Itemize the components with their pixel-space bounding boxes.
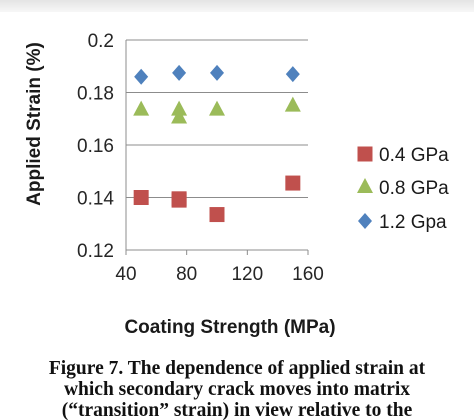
data-point-diamond xyxy=(172,64,187,81)
scatter-chart: 0.12 0.14 0.16 0.18 0.2 40 80 120 160 0.4 GPa 0.8… xyxy=(24,31,449,338)
data-point-square xyxy=(209,207,225,223)
legend-label: 1.2 Gpa xyxy=(379,212,447,233)
y-tick-label: 0.14 xyxy=(77,189,114,210)
chart-legend: 0.4 GPa 0.8 GPa 1.2 Gpa xyxy=(357,145,449,233)
x-tick-label: 160 xyxy=(292,264,324,285)
chart-axes xyxy=(125,40,309,255)
data-point-triangle xyxy=(133,100,150,116)
y-tick-label: 0.2 xyxy=(88,31,114,52)
caption-line: Figure 7. The dependence of applied stra… xyxy=(48,358,426,379)
data-point-triangle xyxy=(171,108,188,124)
data-point-diamond xyxy=(134,68,149,85)
legend-label: 0.4 GPa xyxy=(379,145,449,166)
y-tick-label: 0.12 xyxy=(77,241,114,262)
caption-line: which secondary crack moves into matrix xyxy=(63,379,411,400)
y-tick-label: 0.16 xyxy=(77,136,114,157)
x-tick-label: 80 xyxy=(176,264,197,285)
x-axis-title: Coating Strength (MPa) xyxy=(124,317,335,338)
x-tick-label: 40 xyxy=(115,264,136,285)
data-point-triangle xyxy=(284,96,301,112)
legend-label: 0.8 GPa xyxy=(379,178,449,199)
legend-triangle-marker xyxy=(357,178,373,193)
data-point-square xyxy=(133,190,149,205)
data-point-diamond xyxy=(285,66,300,83)
data-point-diamond xyxy=(210,64,224,81)
x-tick-label: 120 xyxy=(231,264,263,285)
y-tick-label: 0.18 xyxy=(77,84,114,105)
y-axis-title: Applied Strain (%) xyxy=(24,42,45,206)
legend-square-marker xyxy=(357,146,373,162)
page-top-band xyxy=(0,0,474,12)
data-point-square xyxy=(285,175,301,191)
chart-data-points xyxy=(133,64,301,223)
data-point-triangle xyxy=(171,100,188,116)
figure-caption: Figure 7. The dependence of applied stra… xyxy=(0,358,474,420)
data-point-triangle xyxy=(209,100,225,116)
legend-diamond-marker xyxy=(358,213,372,229)
chart-tick-labels: 0.12 0.14 0.16 0.18 0.2 40 80 120 160 xyxy=(77,31,324,285)
data-point-square xyxy=(171,192,187,208)
caption-line: (“transition” strain) in view relative t… xyxy=(61,400,413,420)
